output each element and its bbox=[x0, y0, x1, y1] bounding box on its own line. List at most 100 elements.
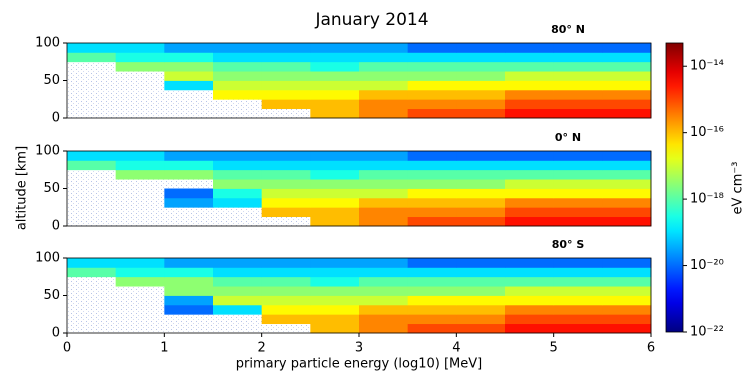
heatmap-cell bbox=[505, 61, 555, 72]
heatmap-cell bbox=[310, 89, 360, 100]
heatmap-cell bbox=[602, 80, 652, 91]
heatmap-cell bbox=[213, 160, 263, 171]
heatmap-cell bbox=[359, 207, 409, 218]
heatmap-cell bbox=[407, 160, 457, 171]
heatmap-cell bbox=[261, 207, 311, 218]
heatmap-cell bbox=[553, 80, 603, 91]
heatmap-cell bbox=[164, 80, 214, 91]
heatmap-cell bbox=[456, 295, 506, 306]
heatmap-cell bbox=[602, 99, 652, 110]
heatmap-cell bbox=[553, 71, 603, 81]
heatmap-cell bbox=[310, 295, 360, 306]
heatmap-cell bbox=[505, 267, 555, 278]
heatmap-cell bbox=[310, 267, 360, 278]
heatmap-cell bbox=[164, 151, 214, 161]
heatmap-cell bbox=[505, 304, 555, 315]
heatmap-cell bbox=[310, 286, 360, 296]
heatmap-cell bbox=[359, 108, 409, 119]
heatmap-cell bbox=[310, 314, 360, 325]
heatmap-cell bbox=[505, 188, 555, 199]
x-tick-label: 0 bbox=[63, 341, 71, 356]
heatmap-cell bbox=[456, 197, 506, 208]
heatmap-cell bbox=[359, 323, 409, 334]
heatmap-cell bbox=[67, 160, 117, 171]
heatmap-cell bbox=[602, 267, 652, 278]
heatmap-cell bbox=[553, 314, 603, 325]
heatmap-cell bbox=[310, 52, 360, 63]
heatmap-cell bbox=[213, 197, 263, 208]
heatmap-cell bbox=[164, 160, 214, 171]
heatmap-cell bbox=[553, 179, 603, 189]
heatmap-cell bbox=[602, 108, 652, 119]
heatmap-cell bbox=[261, 295, 311, 306]
heatmap-cell bbox=[602, 314, 652, 325]
heatmap-cell bbox=[456, 99, 506, 110]
heatmap-cell bbox=[505, 295, 555, 306]
heatmap-cell bbox=[456, 267, 506, 278]
colorbar-tick-label: 10⁻²⁰ bbox=[690, 258, 724, 273]
heatmap-cell bbox=[213, 169, 263, 180]
heatmap-cell bbox=[505, 216, 555, 227]
heatmap-cell bbox=[261, 276, 311, 287]
heatmap-cell bbox=[213, 71, 263, 81]
heatmap-cell bbox=[359, 286, 409, 296]
heatmap-cell bbox=[213, 151, 263, 161]
heatmap-cell bbox=[602, 52, 652, 63]
heatmap-cell bbox=[602, 188, 652, 199]
heatmap-cell bbox=[213, 258, 263, 268]
heatmap-cell bbox=[407, 197, 457, 208]
heatmap-cell bbox=[310, 80, 360, 91]
heatmap-cell bbox=[213, 188, 263, 199]
colorbar bbox=[665, 42, 684, 333]
heatmap-cell bbox=[456, 52, 506, 63]
heatmap-cell bbox=[359, 188, 409, 199]
heatmap-cell bbox=[310, 61, 360, 72]
heatmap-cell bbox=[261, 188, 311, 199]
heatmap-cell bbox=[456, 89, 506, 100]
heatmap-cell bbox=[456, 61, 506, 72]
heatmap-cell bbox=[359, 151, 409, 161]
heatmap-cell bbox=[505, 197, 555, 208]
heatmap-cell bbox=[310, 169, 360, 180]
heatmap-cell bbox=[407, 89, 457, 100]
heatmap-cell bbox=[505, 207, 555, 218]
heatmap-cell bbox=[359, 169, 409, 180]
heatmap-cell bbox=[553, 151, 603, 161]
heatmap-cell bbox=[553, 160, 603, 171]
heatmap-cell bbox=[602, 71, 652, 81]
heatmap-cell bbox=[456, 151, 506, 161]
heatmap-cell bbox=[359, 314, 409, 325]
heatmap-cell bbox=[407, 71, 457, 81]
heatmap-cell bbox=[456, 258, 506, 268]
heatmap-cell bbox=[67, 151, 117, 161]
heatmap-cell bbox=[553, 61, 603, 72]
heatmap-cell bbox=[310, 99, 360, 110]
heatmap-cell bbox=[310, 304, 360, 315]
heatmap-cell bbox=[310, 43, 360, 53]
heatmap-cell bbox=[359, 99, 409, 110]
heatmap-cell bbox=[310, 160, 360, 171]
heatmap-cell bbox=[456, 304, 506, 315]
x-axis-label: primary particle energy (log10) [MeV] bbox=[236, 357, 483, 372]
heatmap-cell bbox=[602, 216, 652, 227]
heatmap-cell bbox=[67, 258, 117, 268]
heatmap-cell bbox=[359, 61, 409, 72]
heatmap-cell bbox=[164, 304, 214, 315]
y-tick-label: 0 bbox=[52, 111, 60, 126]
heatmap-cell bbox=[553, 286, 603, 296]
heatmap-cell bbox=[213, 286, 263, 296]
heatmap-cell bbox=[359, 258, 409, 268]
heatmap-cell bbox=[359, 52, 409, 63]
heatmap-cell bbox=[602, 151, 652, 161]
heatmap-cell bbox=[359, 295, 409, 306]
heatmap-cell bbox=[553, 197, 603, 208]
panel-label: 80° N bbox=[551, 23, 585, 36]
heatmap-cell bbox=[602, 286, 652, 296]
heatmap-cell bbox=[407, 43, 457, 53]
heatmap-cell bbox=[407, 52, 457, 63]
heatmap-cell bbox=[456, 323, 506, 334]
heatmap-cell bbox=[164, 276, 214, 287]
heatmap-cell bbox=[359, 267, 409, 278]
heatmap-cell bbox=[602, 43, 652, 53]
heatmap-cell bbox=[456, 160, 506, 171]
